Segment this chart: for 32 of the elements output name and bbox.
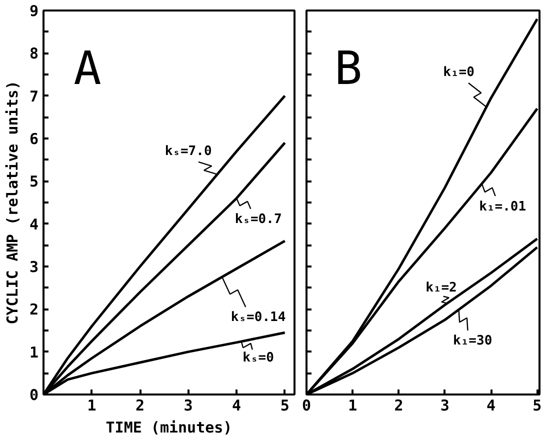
x-tick-label: 1 (87, 396, 96, 414)
x-tick-label: 2 (394, 396, 404, 414)
legend-label: kₛ=0.14 (230, 310, 286, 326)
y-axis-title: CYCLIC AMP (relative units) (3, 80, 22, 324)
x-tick-label: 3 (440, 396, 450, 414)
y-tick-label: 2 (29, 300, 38, 319)
x-axis-title: TIME (minutes) (106, 418, 232, 436)
y-tick-label: 5 (29, 172, 38, 191)
legend-label: k₁=30 (453, 334, 492, 349)
legend-label: kₛ=0.7 (234, 212, 282, 228)
y-tick-label: 3 (29, 258, 38, 276)
y-tick-label: 7 (29, 87, 38, 106)
y-tick-label: 1 (29, 343, 38, 362)
y-tick-label: 9 (29, 2, 38, 20)
legend-label: kₛ=0 (242, 350, 274, 366)
y-tick-label: 6 (29, 130, 38, 148)
y-tick-label: 4 (29, 215, 38, 234)
series-label: kₛ=7.0 (164, 144, 212, 159)
legend-label: k₁=.01 (479, 199, 526, 214)
text: B (334, 40, 362, 95)
x-tick-label: 0 (302, 396, 312, 414)
text: A (74, 40, 102, 95)
x-tick-label: 4 (232, 396, 242, 414)
x-tick-label: 2 (136, 396, 145, 414)
x-tick-label: 3 (184, 396, 193, 414)
y-tick-label: 8 (29, 44, 38, 63)
series-label: k₁=2 (426, 280, 457, 296)
x-tick-label: 4 (486, 396, 496, 414)
x-tick-label: 1 (348, 396, 358, 414)
series-label: k₁=0 (443, 64, 475, 80)
x-tick-label: 5 (532, 396, 542, 414)
x-tick-label: 5 (280, 396, 290, 414)
